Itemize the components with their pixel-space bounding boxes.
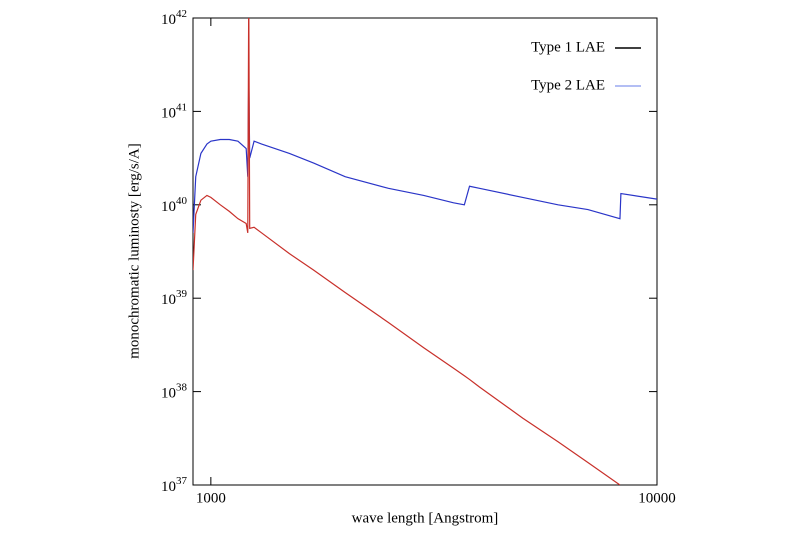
y-tick-label: 1040 [161, 194, 188, 215]
y-tick-label: 1037 [161, 475, 188, 496]
series-line [193, 18, 621, 485]
plot-frame [192, 17, 658, 486]
plot-area [193, 18, 657, 485]
x-tick-label: 10000 [638, 490, 676, 506]
legend-label: Type 2 LAE [531, 77, 605, 93]
y-axis-label: monochromatic luminosty [erg/s/A] [126, 143, 142, 359]
x-tick-label: 1000 [196, 490, 226, 506]
legend-label: Type 1 LAE [531, 39, 605, 55]
y-tick-label: 1041 [161, 101, 187, 122]
y-tick-label: 1038 [161, 381, 188, 402]
x-axis-label: wave length [Angstrom] [352, 510, 499, 526]
series-line [193, 74, 657, 233]
y-tick-label: 1039 [161, 288, 188, 309]
y-tick-label: 1042 [161, 8, 187, 29]
